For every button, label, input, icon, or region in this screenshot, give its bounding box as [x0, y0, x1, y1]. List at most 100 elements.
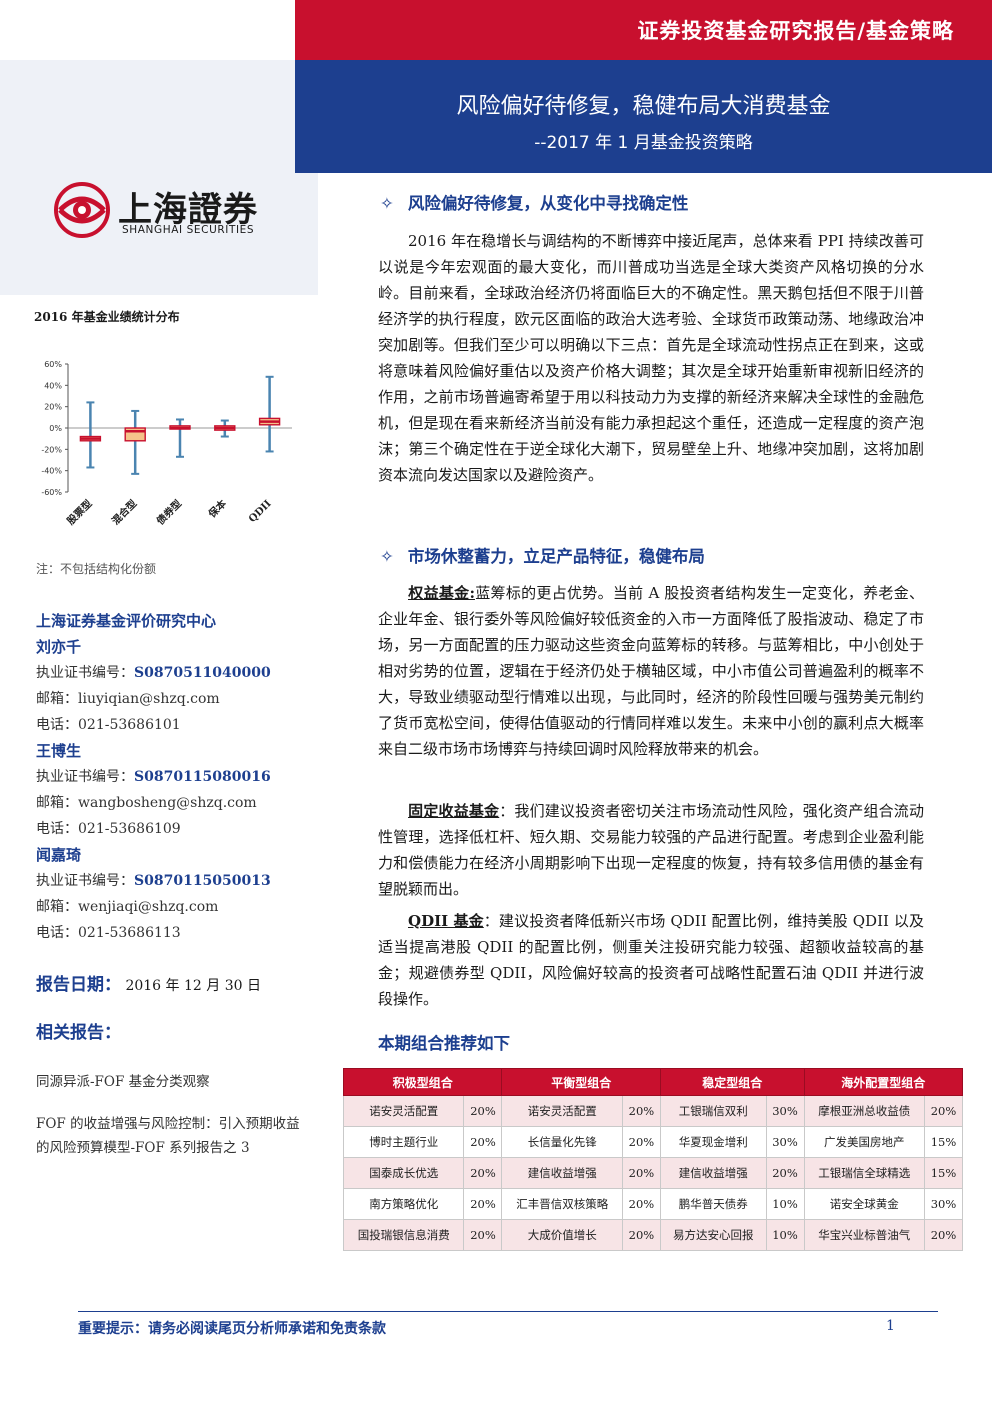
fund-name-cell: 华宝兴业标普油气 — [803, 1219, 925, 1251]
research-org: 上海证券基金评价研究中心 — [36, 612, 217, 630]
weight-cell: 10% — [765, 1188, 805, 1220]
report-title: 风险偏好待修复，稳健布局大消费基金 — [456, 94, 831, 119]
qdii-text: ：建议投资者降低新兴市场 QDII 配置比例，维持美股 QDII 以及适当提高港… — [378, 912, 924, 1008]
y-tick-label: 40% — [44, 381, 62, 390]
x-tick-label: 债券型 — [154, 497, 184, 527]
phone-label: 电话： — [36, 717, 78, 733]
section-heading-2: ✧ 市场休整蓄力，立足产品特征，稳健布局 — [380, 543, 705, 567]
weight-cell: 20% — [463, 1219, 503, 1251]
cert-label: 执业证书编号： — [36, 873, 134, 889]
diamond-bullet-icon: ✧ — [380, 547, 394, 566]
weight-cell: 20% — [463, 1188, 503, 1220]
qdii-paragraph: QDII 基金：建议投资者降低新兴市场 QDII 配置比例，维持美股 QDII … — [378, 908, 924, 1012]
analyst-block-2: 王博生 执业证书编号：S0870115080016 邮箱：wangbosheng… — [36, 738, 271, 842]
y-tick-label: -60% — [41, 488, 62, 497]
table-row: 南方策略优化 20% 汇丰晋信双核策略 20% 鹏华普天债券 10% 诺安全球黄金 30% — [342, 1188, 963, 1220]
x-tick-label: 保本 — [205, 496, 230, 521]
section-heading-text: 风险偏好待修复，从变化中寻找确定性 — [407, 194, 689, 213]
related-report-link[interactable]: 同源异派-FOF 基金分类观察 — [36, 1074, 210, 1090]
fund-name-cell: 工银瑞信全球精选 — [803, 1157, 925, 1189]
report-date-label: 报告日期： — [36, 975, 121, 995]
x-tick-label: 股票型 — [64, 497, 94, 527]
cert-label: 执业证书编号： — [36, 769, 134, 785]
weight-cell: 20% — [621, 1188, 661, 1220]
cert-number: S0870511040000 — [134, 665, 271, 681]
fund-name-cell: 工银瑞信双利 — [659, 1095, 767, 1127]
related-reports-title: 相关报告： — [36, 1023, 121, 1043]
fund-name-cell: 大成价值增长 — [501, 1219, 623, 1251]
analyst-block-1: 刘亦千 执业证书编号：S0870511040000 邮箱：liuyiqian@s… — [36, 634, 271, 738]
weight-cell: 30% — [765, 1095, 805, 1127]
analyst-name: 王博生 — [36, 742, 82, 760]
weight-cell: 15% — [924, 1157, 963, 1189]
weight-cell: 10% — [765, 1219, 805, 1251]
fund-name-cell: 易方达安心回报 — [659, 1219, 767, 1251]
fund-name-cell: 国投瑞银信息消费 — [342, 1219, 465, 1251]
portfolio-table-title: 本期组合推荐如下 — [378, 1034, 510, 1053]
related-report-link[interactable]: FOF 的收益增强与风险控制：引入预期收益的风险预算模型-FOF 系列报告之 3 — [36, 1116, 300, 1156]
y-tick-label: -40% — [41, 467, 62, 476]
section-1-text: 2016 年在稳增长与调结构的不断博弈中接近尾声，总体来看 PPI 持续改善可以… — [378, 232, 924, 484]
table-row: 诺安灵活配置 20% 诺安灵活配置 20% 工银瑞信双利 30% 摩根亚洲总收益债 20% — [342, 1095, 963, 1127]
phone-number: 021-53686113 — [78, 925, 181, 941]
footer-divider — [78, 1311, 938, 1312]
chart-note: 注：不包括结构化份额 — [36, 562, 157, 576]
phone-label: 电话： — [36, 821, 78, 837]
weight-cell: 20% — [621, 1157, 661, 1189]
report-category: 证券投资基金研究报告/基金策略 — [637, 19, 954, 43]
box-iqr — [124, 427, 146, 442]
weight-cell: 20% — [463, 1095, 503, 1127]
fixed-income-paragraph: 固定收益基金：我们建议投资者密切关注市场流动性风险，强化资产组合流动性管理，选择… — [378, 798, 924, 902]
company-logo-icon — [54, 182, 110, 238]
cert-number: S0870115050013 — [134, 873, 271, 889]
section-heading-text: 市场休整蓄力，立足产品特征，稳健布局 — [407, 547, 705, 566]
chart-title: 2016 年基金业绩统计分布 — [34, 310, 180, 324]
weight-cell: 20% — [924, 1219, 963, 1251]
section-heading-1: ✧ 风险偏好待修复，从变化中寻找确定性 — [380, 190, 688, 214]
email-link[interactable]: wangbosheng@shzq.com — [78, 795, 257, 811]
phone-number: 021-53686101 — [78, 717, 181, 733]
analyst-name: 刘亦千 — [36, 638, 82, 656]
email-label: 邮箱： — [36, 899, 78, 915]
table-row: 国投瑞银信息消费 20% 大成价值增长 20% 易方达安心回报 10% 华宝兴业标普油气 20… — [342, 1219, 963, 1251]
y-tick-label: -20% — [41, 445, 62, 454]
fund-name-cell: 鹏华普天债券 — [659, 1188, 767, 1220]
phone-label: 电话： — [36, 925, 78, 941]
report-date-value: 2016 年 12 月 30 日 — [125, 978, 261, 994]
email-link[interactable]: liuyiqian@shzq.com — [78, 691, 220, 707]
logo-name-en: SHANGHAI SECURITIES — [122, 224, 255, 236]
email-label: 邮箱： — [36, 795, 78, 811]
fund-name-cell: 华夏现金增利 — [659, 1126, 767, 1158]
fund-name-cell: 摩根亚洲总收益债 — [803, 1095, 925, 1127]
column-header: 稳定型组合 — [659, 1068, 805, 1096]
fund-name-cell: 建信收益增强 — [501, 1157, 623, 1189]
footer-notice: 重要提示：请务必阅读尾页分析师承诺和免责条款 — [78, 1321, 386, 1337]
page-number: 1 — [886, 1318, 895, 1334]
phone-number: 021-53686109 — [78, 821, 181, 837]
y-tick-label: 60% — [44, 360, 62, 369]
email-link[interactable]: wenjiaqi@shzq.com — [78, 899, 219, 915]
table-header-row: 积极型组合 平衡型组合 稳定型组合 海外配置型组合 — [342, 1068, 963, 1096]
table-row: 国泰成长优选 20% 建信收益增强 20% 建信收益增强 20% 工银瑞信全球精选 15% — [342, 1157, 963, 1189]
fund-name-cell: 国泰成长优选 — [342, 1157, 465, 1189]
title-band: 风险偏好待修复，稳健布局大消费基金 --2017 年 1 月基金投资策略 — [295, 60, 992, 173]
portfolio-table: 积极型组合 平衡型组合 稳定型组合 海外配置型组合 诺安灵活配置 20% 诺安灵活配… — [342, 1068, 963, 1251]
table-row: 博时主题行业 20% 长信量化先锋 20% 华夏现金增利 30% 广发美国房地产 15% — [342, 1126, 963, 1158]
weight-cell: 20% — [621, 1095, 661, 1127]
fund-name-cell: 建信收益增强 — [659, 1157, 767, 1189]
logo: 上海證券 SHANGHAI SECURITIES — [52, 180, 282, 240]
weight-cell: 30% — [765, 1126, 805, 1158]
column-header: 积极型组合 — [342, 1068, 503, 1096]
logo-name-cn: 上海證券 — [118, 190, 258, 230]
x-tick-label: 混合型 — [109, 497, 139, 527]
qdii-keyword: QDII 基金 — [408, 912, 484, 930]
weight-cell: 30% — [924, 1188, 963, 1220]
fixed-income-keyword: 固定收益基金 — [408, 802, 500, 820]
equity-fund-paragraph: 权益基金:蓝筹标的更占优势。当前 A 股投资者结构发生一定变化，养老金、企业年金… — [378, 580, 924, 762]
fund-name-cell: 长信量化先锋 — [501, 1126, 623, 1158]
column-header: 海外配置型组合 — [803, 1068, 963, 1096]
fund-name-cell: 诺安灵活配置 — [501, 1095, 623, 1127]
fund-name-cell: 诺安灵活配置 — [342, 1095, 465, 1127]
weight-cell: 20% — [463, 1157, 503, 1189]
report-category-bar: 证券投资基金研究报告/基金策略 — [295, 0, 992, 60]
